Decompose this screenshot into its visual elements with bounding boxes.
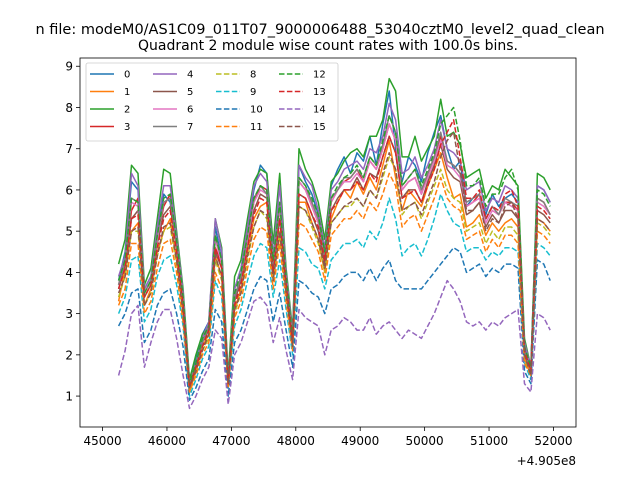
- series-line-7: [117, 114, 551, 385]
- legend-label-0: 0: [124, 70, 130, 81]
- legend-label-7: 7: [187, 122, 193, 133]
- y-tick-label: 9: [65, 60, 73, 74]
- legend-label-15: 15: [313, 122, 326, 133]
- legend-label-2: 2: [124, 105, 130, 116]
- y-tick-label: 7: [65, 142, 73, 156]
- legend-label-9: 9: [250, 87, 256, 98]
- x-tick-label: 49000: [341, 434, 379, 448]
- x-tick-label: 48000: [277, 434, 315, 448]
- x-tick-label: 50000: [406, 434, 444, 448]
- y-axis: 1 2 3 4 5 6 7 8 9: [65, 60, 80, 404]
- legend-label-4: 4: [187, 70, 193, 81]
- x-tick-label: 45000: [83, 434, 121, 448]
- series-layer: [117, 77, 551, 410]
- legend-label-10: 10: [250, 105, 263, 116]
- chart-title: Quadrant 2 module wise count rates with …: [138, 38, 518, 54]
- y-tick-label: 4: [65, 266, 73, 280]
- series-line-15: [117, 131, 551, 389]
- y-tick-label: 2: [65, 348, 73, 362]
- series-line-11: [117, 172, 551, 393]
- y-tick-label: 8: [65, 101, 73, 115]
- y-tick-label: 6: [65, 183, 73, 197]
- series-line-12: [117, 106, 551, 385]
- legend-label-6: 6: [187, 105, 193, 116]
- figure-suptitle: n file: modeM0/AS1C09_011T07_9000006488_…: [35, 22, 604, 38]
- series-line-2: [117, 77, 551, 381]
- x-axis: 45000 46000 47000 48000 49000 50000 51000 52000: [83, 427, 573, 448]
- series-line-9: [117, 193, 551, 397]
- legend-label-3: 3: [124, 122, 130, 133]
- legend-label-11: 11: [250, 122, 263, 133]
- legend-label-1: 1: [124, 87, 130, 98]
- y-tick-label: 5: [65, 225, 73, 239]
- legend-label-8: 8: [250, 70, 256, 81]
- x-tick-label: 46000: [148, 434, 186, 448]
- x-tick-label: 47000: [212, 434, 250, 448]
- x-tick-label: 51000: [470, 434, 508, 448]
- y-tick-label: 1: [65, 390, 73, 404]
- legend-box: [85, 62, 339, 142]
- x-tick-label: 52000: [534, 434, 572, 448]
- series-line-14: [117, 279, 551, 410]
- legend-label-13: 13: [313, 87, 326, 98]
- legend-label-12: 12: [313, 70, 326, 81]
- legend-label-5: 5: [187, 87, 193, 98]
- series-line-10: [117, 246, 551, 401]
- x-axis-offset-label: +4.905e8: [517, 454, 576, 468]
- y-tick-label: 3: [65, 307, 73, 321]
- plot-frame: [79, 57, 577, 428]
- legend-label-14: 14: [313, 105, 326, 116]
- series-line-13: [117, 119, 551, 389]
